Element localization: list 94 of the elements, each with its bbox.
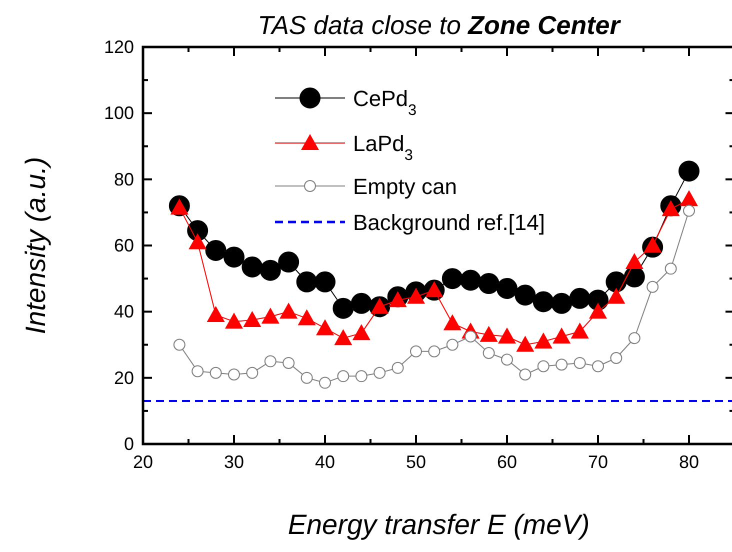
point [332, 298, 354, 319]
chart-title: TAS data close to Zone Center [258, 10, 622, 40]
point [516, 336, 534, 352]
point [300, 372, 313, 384]
point [662, 200, 680, 216]
point [316, 319, 334, 336]
point [388, 291, 407, 308]
x-tick-label: 80 [678, 452, 700, 472]
point [644, 236, 662, 252]
y-axis-title: Intensity (a.u.) [20, 156, 51, 334]
x-tick-label: 60 [496, 452, 518, 472]
point [628, 332, 640, 344]
point [206, 306, 225, 322]
point [574, 356, 586, 369]
point [228, 368, 240, 381]
point [625, 253, 644, 270]
x-tick-label: 20 [132, 452, 154, 472]
point [607, 288, 626, 304]
point [261, 308, 280, 324]
y-tick-label: 80 [114, 169, 134, 190]
legend-label: Empty can [353, 174, 457, 199]
point [446, 338, 458, 351]
y-tick-label: 100 [104, 103, 134, 124]
point [480, 326, 498, 342]
point [519, 368, 532, 381]
y-tick-label: 0 [124, 434, 134, 454]
point [192, 365, 204, 378]
x-axis-title: Energy transfer E (meV) [288, 509, 590, 540]
point [314, 271, 336, 292]
point [319, 376, 331, 389]
point [551, 292, 572, 314]
legend-label: Background ref.[14] [353, 210, 546, 235]
point [428, 345, 440, 358]
point [443, 314, 462, 330]
y-tick-label: 20 [114, 368, 134, 388]
point [592, 360, 604, 372]
legend-label: CePd$_{3}$ [353, 86, 417, 118]
point [355, 370, 368, 382]
point [298, 309, 316, 326]
point [260, 260, 281, 281]
point [278, 252, 300, 273]
point [496, 278, 518, 300]
point [296, 271, 318, 292]
point [407, 288, 425, 304]
point [243, 310, 262, 327]
point [680, 190, 698, 206]
point [374, 366, 386, 379]
point [188, 233, 207, 250]
point [334, 329, 352, 346]
point [514, 284, 536, 306]
point [501, 354, 513, 366]
point [556, 358, 568, 371]
point [569, 288, 590, 309]
point [264, 355, 276, 368]
point [552, 327, 571, 344]
point [246, 366, 258, 379]
point [224, 246, 244, 268]
point [478, 273, 500, 294]
point [282, 356, 295, 369]
x-tick-label: 70 [588, 452, 608, 472]
point [337, 370, 350, 382]
point [537, 360, 550, 372]
point [242, 256, 263, 278]
point [370, 298, 389, 314]
point [392, 362, 404, 374]
point [210, 366, 222, 379]
point [442, 268, 463, 290]
point [498, 327, 516, 344]
point [683, 204, 695, 217]
x-tick-label: 30 [224, 452, 244, 472]
point [664, 262, 677, 275]
point [532, 291, 554, 312]
x-tick-label: 50 [406, 452, 426, 472]
point [646, 280, 659, 293]
point [570, 322, 589, 339]
point [280, 302, 298, 319]
point [205, 240, 226, 261]
point [352, 324, 370, 340]
y-tick-label: 40 [114, 302, 134, 322]
point [589, 302, 607, 319]
point [482, 347, 495, 360]
point [225, 312, 243, 329]
legend-label: LaPd$_{3}$ [353, 131, 413, 164]
y-tick-label: 120 [104, 37, 134, 57]
point [410, 345, 422, 358]
point [425, 281, 444, 298]
point [350, 292, 372, 314]
point [606, 271, 627, 292]
point [678, 160, 700, 182]
x-tick-label: 40 [314, 452, 336, 472]
point [460, 270, 482, 291]
point [534, 332, 552, 348]
point [610, 352, 622, 364]
y-tick-label: 60 [114, 236, 134, 256]
